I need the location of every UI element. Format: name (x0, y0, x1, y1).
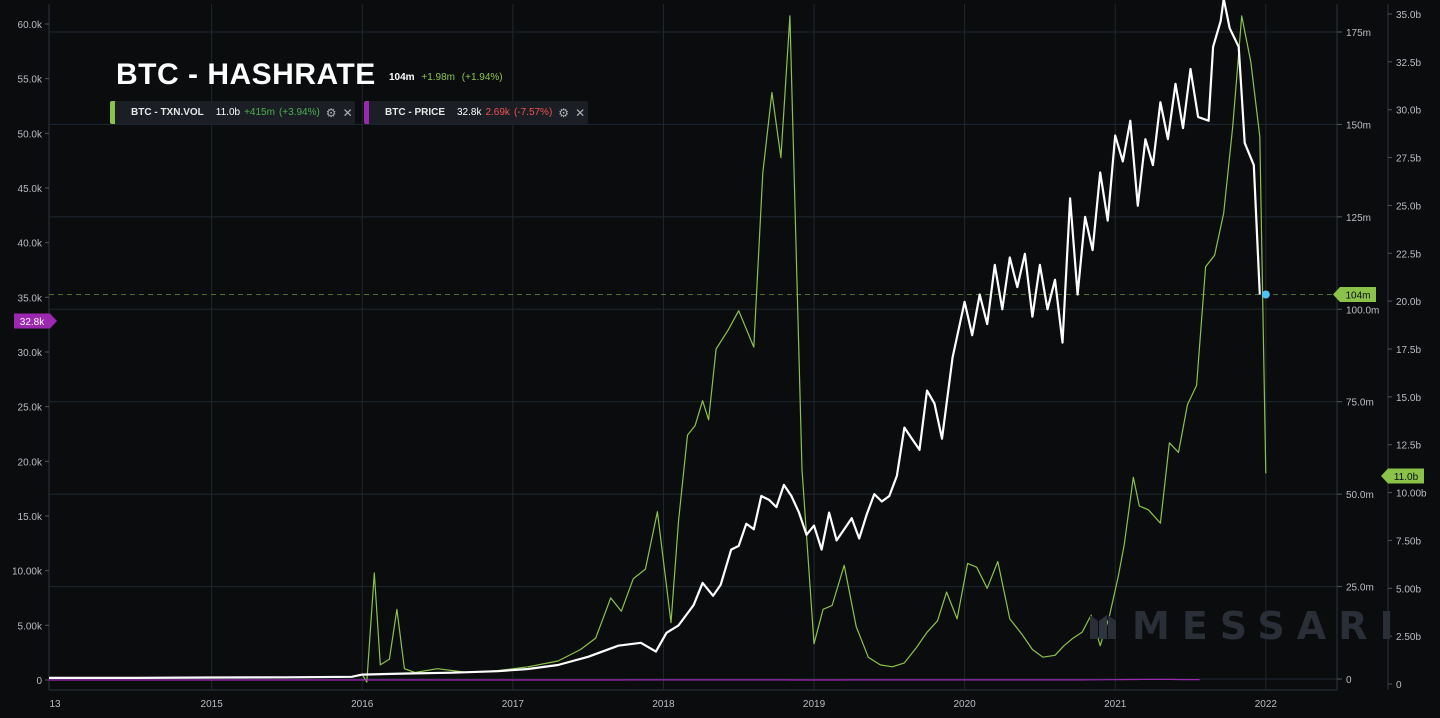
messari-logo-icon (1090, 615, 1116, 639)
x-axis-tick-label: 2018 (652, 699, 675, 710)
grid-lines (48, 4, 1389, 691)
right-axis2-tick-label: 0 (1396, 680, 1402, 691)
left-axis-tick-label: 30.0k (18, 348, 43, 359)
right-axis-tick-label: 150m (1346, 120, 1371, 131)
right-axis2-tick-label: 27.5b (1396, 154, 1421, 165)
last-value-markers: 104m 11.0b 32.8k (14, 286, 1424, 484)
left-axis-tick-label: 45.0k (18, 184, 43, 195)
legend-value: 32.8k (457, 107, 482, 118)
legend-swatch-txn-vol (110, 101, 115, 124)
marker-hashrate-shape (1333, 286, 1376, 302)
close-icon[interactable]: ✕ (342, 105, 353, 120)
legend-swatch-price (364, 101, 369, 124)
chart-title: BTC - HASHRATE (116, 58, 376, 91)
right-axis-tick-label: 25.0m (1346, 583, 1374, 594)
right-axis2-tick-label: 12.5b (1396, 441, 1421, 452)
x-axis-tick-label: 2020 (954, 699, 977, 710)
right-axis-tick-label: 125m (1346, 213, 1371, 224)
right-axis2-tick-label: 30.0b (1396, 106, 1421, 117)
series-line-price (49, 678, 1200, 681)
right-axis2-tick-label: 15.0b (1396, 393, 1421, 404)
right-axis2-tick-label: 32.5b (1396, 58, 1421, 69)
left-axis-tick-label: 10.00k (12, 567, 43, 578)
legend-change: 2.69k (485, 107, 510, 118)
right-axis2-tick-label: 22.5b (1396, 249, 1421, 260)
right-axis2-tick-label: 25.0b (1396, 201, 1421, 212)
right-axis2-tick-label: 17.5b (1396, 345, 1421, 356)
legend-name: BTC - TXN.VOL (131, 107, 204, 118)
left-axis-tick-label: 55.0k (18, 75, 43, 86)
x-axis-tick-label: 2016 (351, 699, 374, 710)
right-axis2-tick-label: 7.50b (1396, 536, 1421, 547)
watermark-text: MESSARI (1132, 604, 1406, 648)
title-change: +1.98m (421, 72, 455, 83)
gear-icon[interactable]: ⚙ (325, 105, 337, 120)
right-axis-tick-label: 0 (1346, 675, 1352, 686)
legend-name: BTC - PRICE (385, 107, 445, 118)
left-axis-tick-label: 15.0k (18, 512, 43, 523)
right-axis2-tick-label: 10.00b (1396, 489, 1427, 500)
right-axis-tick-label: 75.0m (1346, 398, 1374, 409)
x-axis-tick-label: 13 (49, 699, 61, 710)
marker-txn-vol: 11.0b (1381, 468, 1424, 484)
messari-watermark: MESSARI (1088, 604, 1406, 648)
left-axis-tick-label: 25.0k (18, 403, 43, 414)
left-axis-tick-label: 20.0k (18, 457, 43, 468)
left-axis-tick-label: 40.0k (18, 239, 43, 250)
right-axis-hashrate: 0 25.0m 50.0m 75.0m 100.0m 125m 150m 175m (1337, 28, 1379, 686)
x-axis-tick-label: 2022 (1255, 699, 1278, 710)
hashrate-last-point (1261, 290, 1270, 299)
marker-price-text: 32.8k (20, 317, 45, 328)
x-axis-tick-label: 2021 (1104, 699, 1127, 710)
x-axis-tick-label: 2017 (502, 699, 525, 710)
marker-hashrate: 104m (1333, 286, 1376, 302)
right-axis2-tick-label: 5.00b (1396, 584, 1421, 595)
legend-value: 11.0b (215, 107, 241, 118)
left-axis-tick-label: 35.0k (18, 293, 43, 304)
right-axis2-tick-label: 20.0b (1396, 297, 1421, 308)
right-axis-tick-label: 100.0m (1346, 305, 1379, 316)
close-icon[interactable]: ✕ (575, 105, 586, 120)
right-axis2-tick-label: 35.0b (1396, 10, 1421, 21)
right-axis-tick-label: 50.0m (1346, 490, 1374, 501)
marker-price: 32.8k (14, 313, 57, 329)
right-axis-tick-label: 175m (1346, 28, 1371, 39)
marker-txn-vol-shape (1381, 468, 1424, 484)
series-layer (49, 0, 1337, 683)
marker-hashrate-text: 104m (1345, 290, 1370, 301)
right-axis2-tick-label: 2.50b (1396, 632, 1421, 643)
series-line-txn-vol (361, 15, 1267, 683)
title-value-text: 104m (389, 72, 415, 83)
legend-item-price[interactable]: BTC - PRICE 32.8k 2.69k (-7.57%) ⚙ ✕ (364, 101, 588, 124)
gear-icon[interactable]: ⚙ (558, 105, 570, 120)
left-axis-tick-label: 60.0k (18, 20, 43, 31)
title-value: 104m +1.98m (+1.94%) (389, 72, 503, 83)
x-axis-tick-label: 2015 (201, 699, 224, 710)
right-axis-txn-vol: 0 2.50b 5.00b 7.50b 10.00b 12.5b 15.0b 17.5b 20.… (1388, 10, 1427, 691)
marker-txn-vol-text: 11.0b (1394, 472, 1419, 483)
left-axis-tick-label: 5.00k (18, 621, 43, 632)
left-axis: 0 5.00k 10.00k 15.0k 20.0k 25.0k 30.0k 35.0k 40.… (12, 20, 49, 687)
legend-change-pct: (-7.57%) (513, 107, 553, 118)
marker-price-shape (14, 313, 57, 329)
x-axis-tick-label: 2019 (803, 699, 826, 710)
x-axis: 13 2015 2016 2017 2018 2019 2020 2021 2022 (49, 699, 1277, 710)
series-line-hashrate (49, 0, 1261, 679)
legend-change: +415m (244, 107, 275, 118)
legend-item-txn-vol[interactable]: BTC - TXN.VOL 11.0b +415m (+3.94%) ⚙ ✕ (110, 101, 355, 124)
left-axis-tick-label: 0 (36, 676, 42, 687)
left-axis-tick-label: 50.0k (18, 129, 43, 140)
legend-change-pct: (+3.94%) (278, 107, 320, 118)
title-change-pct: (+1.94%) (461, 72, 503, 83)
